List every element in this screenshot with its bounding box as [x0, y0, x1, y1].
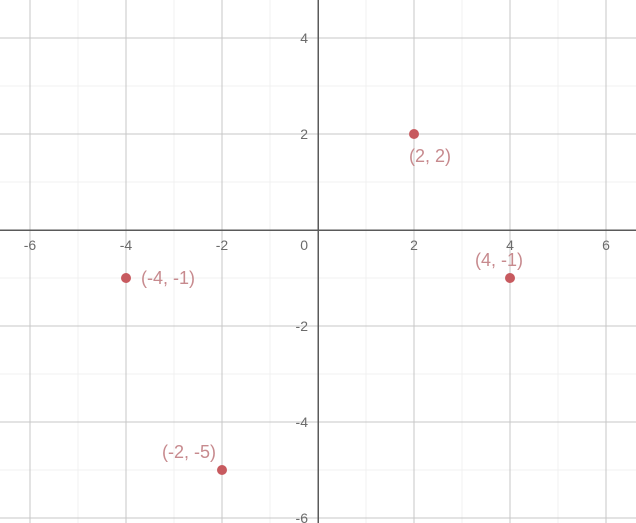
- point-label: (2, 2): [409, 146, 451, 166]
- point-label: (4, -1): [475, 250, 523, 270]
- y-tick-label: 4: [300, 30, 308, 46]
- point-label: (-4, -1): [141, 268, 195, 288]
- x-tick-label: -6: [24, 237, 37, 253]
- data-point: [409, 129, 419, 139]
- origin-label: 0: [300, 237, 308, 253]
- point-label: (-2, -5): [162, 442, 216, 462]
- y-tick-label: -2: [296, 318, 309, 334]
- y-tick-label: 2: [300, 126, 308, 142]
- plot-svg: -6-4-2246-6-4-2240(2, 2)(4, -1)(-2, -5)(…: [0, 0, 636, 523]
- y-tick-label: -6: [296, 510, 309, 523]
- data-point: [217, 465, 227, 475]
- data-point: [505, 273, 515, 283]
- x-tick-label: 2: [410, 237, 418, 253]
- x-tick-label: -4: [120, 237, 133, 253]
- x-tick-label: 6: [602, 237, 610, 253]
- coordinate-plane: -6-4-2246-6-4-2240(2, 2)(4, -1)(-2, -5)(…: [0, 0, 636, 523]
- y-tick-label: -4: [296, 414, 309, 430]
- data-point: [121, 273, 131, 283]
- x-tick-label: -2: [216, 237, 229, 253]
